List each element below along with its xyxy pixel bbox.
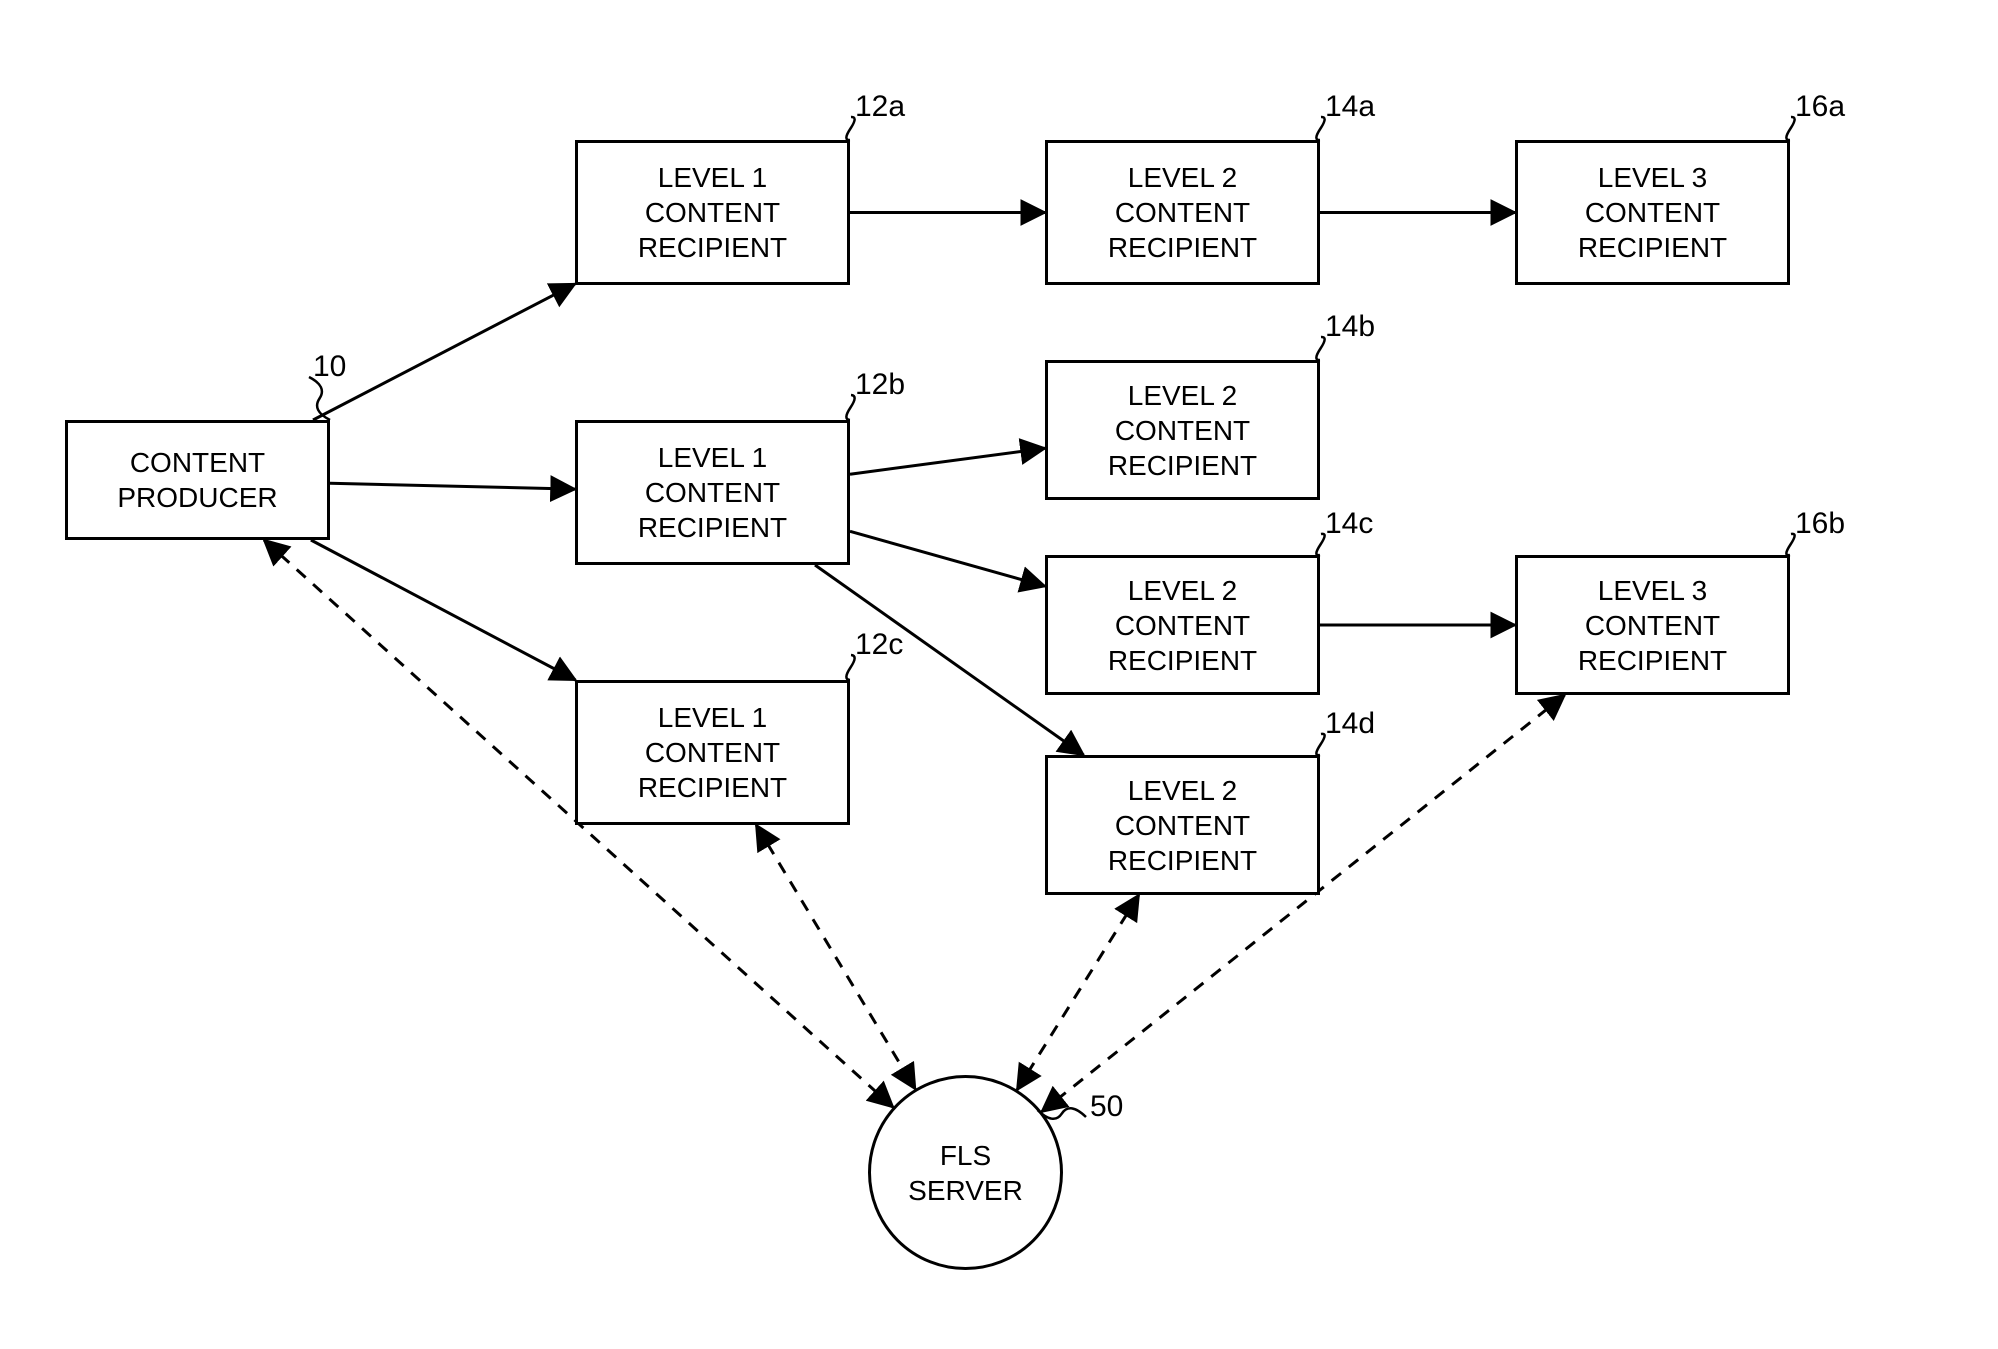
node-label: LEVEL 2 CONTENT RECIPIENT: [1108, 378, 1257, 483]
node-label: LEVEL 1 CONTENT RECIPIENT: [638, 440, 787, 545]
node-l1c: LEVEL 1 CONTENT RECIPIENT: [575, 680, 850, 825]
node-l1a: LEVEL 1 CONTENT RECIPIENT: [575, 140, 850, 285]
ref-label-14d: 14d: [1325, 707, 1375, 741]
ref-label-12a: 12a: [855, 90, 905, 124]
edge-producer-l1a: [313, 284, 575, 420]
squiggle-12c: [846, 655, 854, 680]
node-label: LEVEL 2 CONTENT RECIPIENT: [1108, 160, 1257, 265]
ref-label-12c: 12c: [855, 628, 903, 662]
node-label: LEVEL 3 CONTENT RECIPIENT: [1578, 160, 1727, 265]
node-l3b: LEVEL 3 CONTENT RECIPIENT: [1515, 555, 1790, 695]
ref-label-14a: 14a: [1325, 90, 1375, 124]
node-l2b: LEVEL 2 CONTENT RECIPIENT: [1045, 360, 1320, 500]
node-producer: CONTENT PRODUCER: [65, 420, 330, 540]
edge-producer-l1c: [311, 540, 576, 680]
node-label: LEVEL 1 CONTENT RECIPIENT: [638, 700, 787, 805]
node-l2a: LEVEL 2 CONTENT RECIPIENT: [1045, 140, 1320, 285]
node-label: LEVEL 2 CONTENT RECIPIENT: [1108, 573, 1257, 678]
node-label: CONTENT PRODUCER: [117, 445, 277, 515]
squiggle-14d: [1316, 734, 1324, 755]
ref-label-14c: 14c: [1325, 507, 1373, 541]
edge-l1b-l2c: [850, 531, 1045, 586]
node-l3a: LEVEL 3 CONTENT RECIPIENT: [1515, 140, 1790, 285]
ref-label-14b: 14b: [1325, 310, 1375, 344]
ref-label-16b: 16b: [1795, 507, 1845, 541]
edge-l2d-fls: [1017, 895, 1139, 1090]
node-label: LEVEL 3 CONTENT RECIPIENT: [1578, 573, 1727, 678]
node-label: FLS SERVER: [908, 1138, 1023, 1208]
ref-label-10: 10: [313, 350, 346, 384]
squiggle-12b: [846, 395, 854, 420]
ref-label-50: 50: [1090, 1090, 1123, 1124]
flowchart-diagram: CONTENT PRODUCER LEVEL 1 CONTENT RECIPIEN…: [0, 0, 1998, 1349]
edge-l1c-fls: [756, 825, 915, 1089]
ref-label-16a: 16a: [1795, 90, 1845, 124]
node-label: LEVEL 2 CONTENT RECIPIENT: [1108, 773, 1257, 878]
node-label: LEVEL 1 CONTENT RECIPIENT: [638, 160, 787, 265]
squiggle-12a: [846, 117, 854, 140]
node-l2d: LEVEL 2 CONTENT RECIPIENT: [1045, 755, 1320, 895]
edge-l1b-l2b: [850, 448, 1045, 474]
node-l1b: LEVEL 1 CONTENT RECIPIENT: [575, 420, 850, 565]
node-fls: FLS SERVER: [868, 1075, 1063, 1270]
squiggle-14c: [1316, 534, 1324, 555]
squiggle-16b: [1786, 534, 1794, 555]
ref-label-12b: 12b: [855, 368, 905, 402]
edge-producer-l1b: [330, 483, 575, 489]
node-l2c: LEVEL 2 CONTENT RECIPIENT: [1045, 555, 1320, 695]
squiggle-16a: [1786, 117, 1794, 140]
squiggle-14b: [1316, 337, 1324, 360]
squiggle-14a: [1316, 117, 1324, 140]
